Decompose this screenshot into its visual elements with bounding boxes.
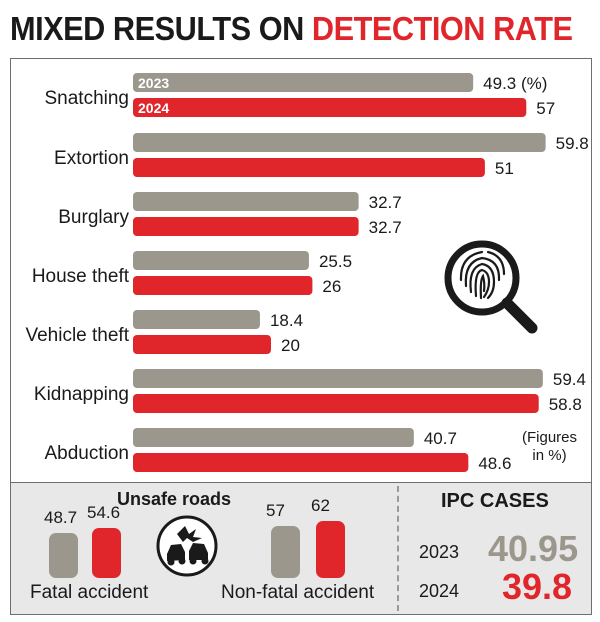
bar-value-label: 32.7 (369, 218, 402, 237)
title-part-1: MIXED RESULTS ON (10, 10, 304, 47)
road-bar-value-label: 62 (311, 495, 330, 515)
bars-layer: Snatching 49.3 (%) 2023 57 2024 Extortion 59.8… (25, 73, 589, 473)
category-label: Extortion (54, 148, 129, 169)
fingerprint-magnifier-icon (444, 240, 538, 334)
category-label: Snatching (44, 88, 129, 109)
bar-2024 (133, 335, 271, 354)
road-bar-2024 (92, 527, 121, 578)
road-bar-value-label: 48.7 (44, 508, 78, 528)
car-crash-icon (156, 515, 218, 577)
bar-value-label: 26 (322, 277, 341, 296)
ipc-cases-title: IPC CASES (441, 490, 549, 512)
bar-2023 (133, 310, 260, 329)
bar-value-label: 48.6 (478, 454, 511, 473)
bar-value-label: 58.8 (549, 395, 582, 414)
bar-2023 (133, 428, 414, 447)
chart-title: MIXED RESULTS ON DETECTION RATE (10, 10, 573, 56)
bar-value-label: 18.4 (270, 311, 303, 330)
bar-2023 (133, 73, 474, 92)
bar-value-label: 57 (536, 99, 555, 118)
bar-value-label: 59.8 (556, 134, 589, 153)
bar-value-label: 40.7 (424, 429, 457, 448)
bar-value-label: 59.4 (553, 370, 586, 389)
figures-note: (Figures in %) (522, 429, 577, 465)
road-bar-2024 (316, 520, 345, 578)
bar-2024 (133, 394, 539, 413)
bar-2023 (133, 251, 309, 270)
bar-2024 (133, 276, 313, 295)
bar-value-label: 32.7 (369, 193, 402, 212)
bar-2024 (133, 98, 527, 117)
bar-value-label: 25.5 (319, 252, 352, 271)
road-bar-value-label: 54.6 (87, 502, 121, 522)
panel-divider (397, 486, 399, 611)
ipc-value-2024: 39.8 (502, 566, 573, 607)
bar-2023 (133, 133, 546, 152)
ipc-year-2023: 2023 (419, 542, 460, 562)
category-label: Burglary (58, 207, 129, 228)
ipc-year-2024: 2024 (419, 581, 460, 601)
series-label-2024: 2024 (138, 100, 169, 116)
title-part-2: DETECTION RATE (311, 10, 573, 47)
bar-2024 (133, 217, 359, 236)
non-fatal-accident-label: Non-fatal accident (221, 582, 375, 603)
ipc-value-2023: 40.95 (488, 528, 579, 569)
category-label: Vehicle theft (25, 325, 129, 346)
bar-value-label: 51 (495, 159, 514, 178)
bar-value-label: 49.3 (%) (483, 74, 547, 93)
road-bar-2023 (271, 525, 300, 578)
series-label-2023: 2023 (138, 75, 169, 91)
bar-2024 (133, 158, 485, 177)
detection-rate-chart: Snatching 49.3 (%) 2023 57 2024 Extortion 59.8… (25, 73, 589, 473)
category-label: Kidnapping (34, 384, 129, 405)
bar-2024 (133, 453, 469, 472)
fatal-accident-label: Fatal accident (30, 582, 149, 603)
category-label: Abduction (44, 443, 129, 464)
unsafe-roads-title: Unsafe roads (117, 489, 232, 509)
road-bar-2023 (49, 533, 78, 578)
bar-value-label: 20 (281, 336, 300, 355)
figures-note-line-1: (Figures (522, 429, 578, 446)
category-label: House theft (32, 266, 130, 287)
bar-2023 (133, 369, 543, 388)
road-bar-value-label: 57 (266, 500, 285, 520)
figures-note-line-2: in %) (532, 447, 567, 464)
bar-2023 (133, 192, 359, 211)
